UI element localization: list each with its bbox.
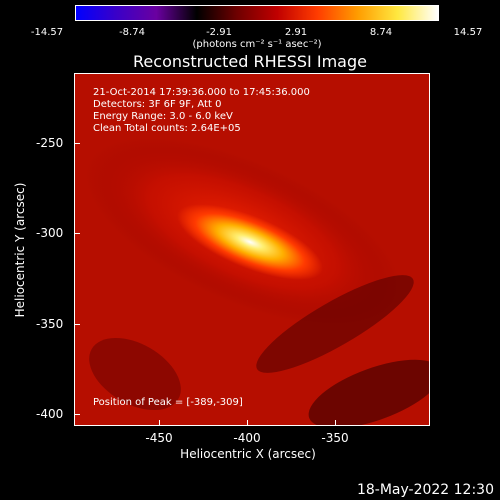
time-range-annotation: 21-Oct-2014 17:39:36.000 to 17:45:36.000 <box>93 87 310 98</box>
energy-range-annotation: Energy Range: 3.0 - 6.0 keV <box>93 111 233 122</box>
colorbar-units-label: (photons cm⁻² s⁻¹ asec⁻²) <box>192 39 322 50</box>
counts-annotation: Clean Total counts: 2.64E+05 <box>93 123 241 134</box>
y-tick-label: -400 <box>36 407 64 421</box>
y-tick-mark <box>74 233 80 234</box>
footer-date: 18-May-2022 12:30 <box>356 482 494 498</box>
colorbar-tick-label: -2.91 <box>206 27 232 38</box>
peak-position-annotation: Position of Peak = [-389,-309] <box>93 397 243 408</box>
x-tick-label: -450 <box>145 431 173 445</box>
dark-streak <box>256 275 414 373</box>
colorbar-tick-label: 8.74 <box>369 27 393 38</box>
y-tick-mark <box>74 143 80 144</box>
colorbar-tick-label: 2.91 <box>284 27 308 38</box>
x-tick-mark <box>247 420 248 426</box>
rhessi-image <box>75 74 429 425</box>
image-frame <box>74 73 430 426</box>
colorbar <box>75 5 439 21</box>
colorbar-tick-label: -8.74 <box>119 27 145 38</box>
y-tick-mark <box>74 414 80 415</box>
x-tick-label: -350 <box>321 431 349 445</box>
detectors-annotation: Detectors: 3F 6F 9F, Att 0 <box>93 99 222 110</box>
dark-streak <box>89 337 181 411</box>
colorbar-tick-label: 14.57 <box>453 27 483 38</box>
y-axis-label: Heliocentric Y (arcsec) <box>13 182 27 318</box>
y-tick-label: -350 <box>36 317 64 331</box>
x-axis-label: Heliocentric X (arcsec) <box>180 447 316 461</box>
plot-title: Reconstructed RHESSI Image <box>133 52 367 71</box>
x-tick-mark <box>335 420 336 426</box>
x-tick-mark <box>159 420 160 426</box>
dark-streak <box>308 359 429 425</box>
y-tick-label: -300 <box>36 226 64 240</box>
bright-source <box>177 204 323 280</box>
y-tick-mark <box>74 324 80 325</box>
x-tick-label: -400 <box>233 431 261 445</box>
y-tick-label: -250 <box>36 136 64 150</box>
colorbar-tick-label: -14.57 <box>30 27 64 38</box>
